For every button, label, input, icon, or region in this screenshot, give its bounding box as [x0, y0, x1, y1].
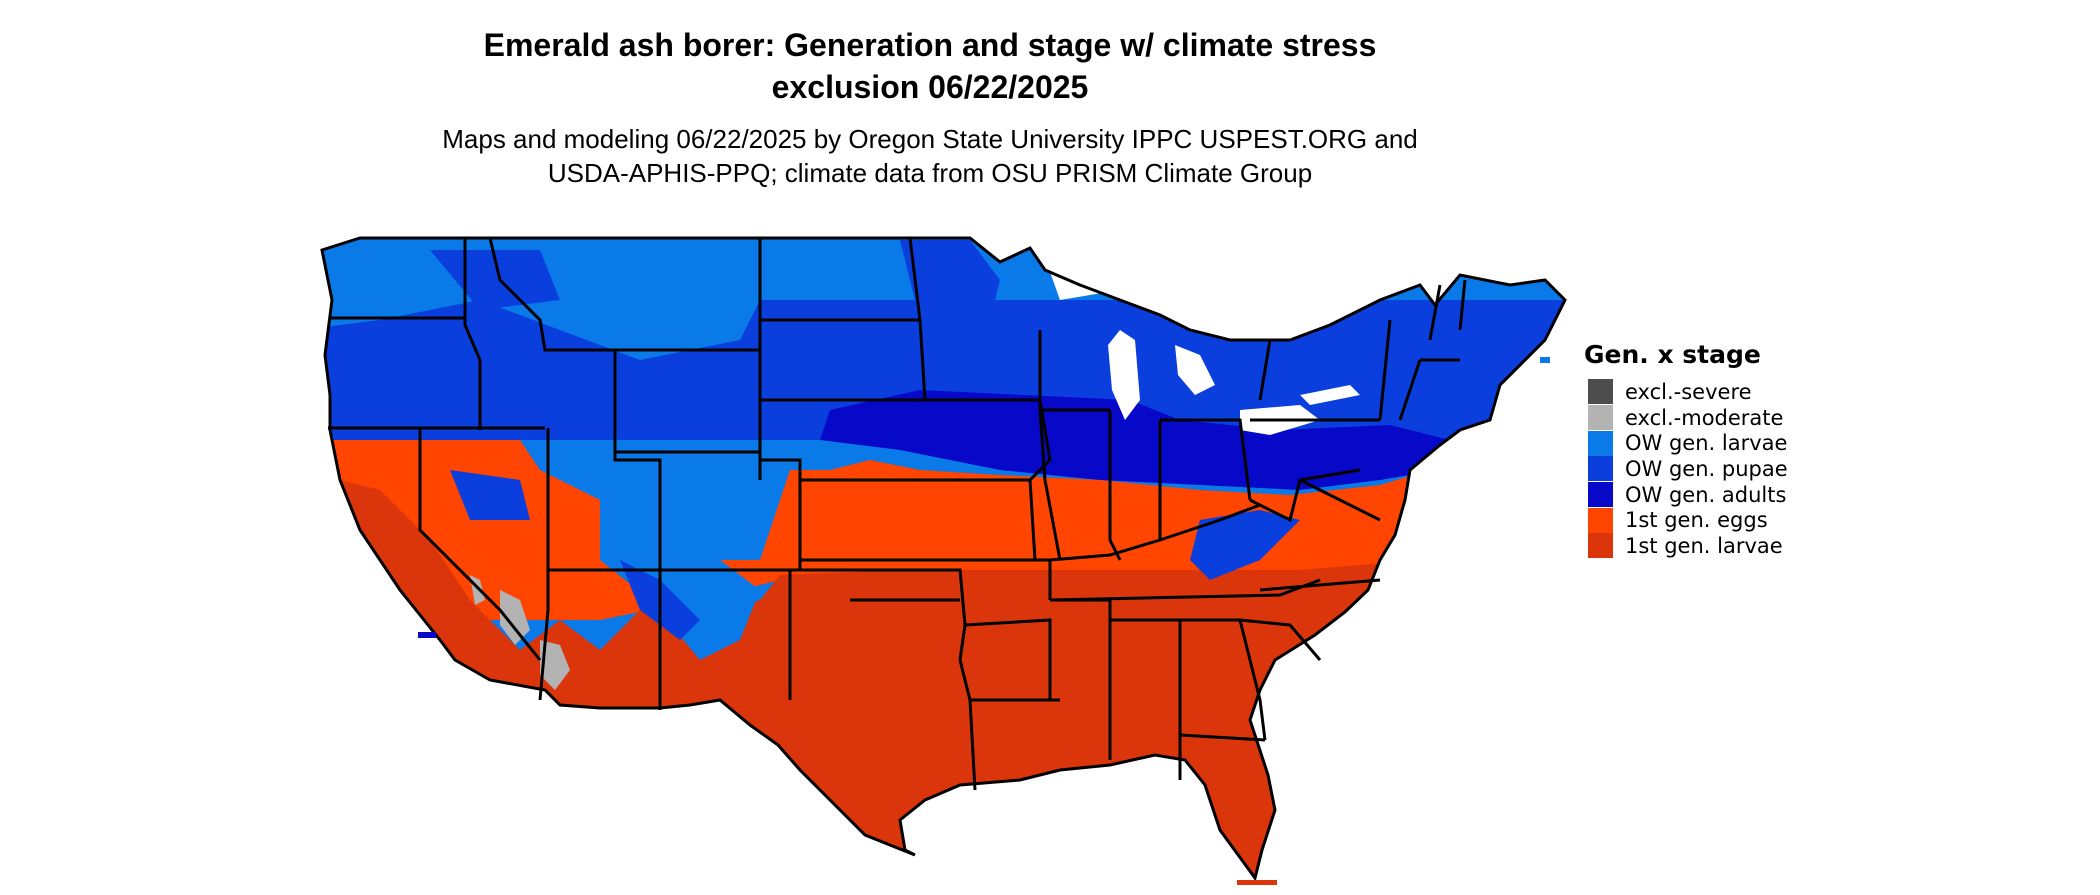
legend-label: excl.-severe: [1625, 379, 1752, 404]
legend-item: OW gen. adults: [1588, 482, 1788, 508]
legend-swatch: [1588, 430, 1613, 456]
legend-label: OW gen. adults: [1625, 482, 1787, 507]
legend-swatch: [1588, 482, 1613, 508]
legend-label: OW gen. larvae: [1625, 431, 1788, 456]
legend-item: 1st gen. eggs: [1588, 507, 1788, 533]
legend-title: Gen. x stage: [1584, 340, 1761, 369]
legend-label: 1st gen. larvae: [1625, 533, 1783, 558]
legend-item: excl.-severe: [1588, 379, 1788, 405]
legend-item: OW gen. pupae: [1588, 456, 1788, 482]
great-lakes: [1050, 268, 1360, 435]
map-title-line-1: Emerald ash borer: Generation and stage …: [483, 27, 1377, 63]
state-borders: [320, 236, 1567, 882]
legend-swatch: [1588, 379, 1613, 405]
legend-label: OW gen. pupae: [1625, 456, 1788, 481]
legend-swatch: [1588, 507, 1613, 533]
legend-swatch: [1588, 533, 1613, 559]
legend-item: 1st gen. larvae: [1588, 533, 1788, 559]
legend-label: excl.-moderate: [1625, 405, 1784, 430]
map-subtitle-line-2: USDA-APHIS-PPQ; climate data from OSU PR…: [547, 158, 1313, 188]
legend-label: 1st gen. eggs: [1625, 508, 1768, 533]
map-title-line-2: exclusion 06/22/2025: [771, 69, 1089, 105]
legend-items: excl.-severe excl.-moderate OW gen. larvae…: [1588, 379, 1788, 559]
map-legend: Gen. x stage excl.-severe excl.-moderate O…: [1584, 340, 1788, 559]
legend-item: OW gen. larvae: [1588, 430, 1788, 456]
legend-item: excl.-moderate: [1588, 405, 1788, 431]
legend-swatch: [1588, 405, 1613, 431]
coastal-islands: [418, 357, 1550, 885]
legend-swatch: [1588, 456, 1613, 482]
us-stage-map: [320, 236, 1567, 885]
map-subtitle-line-1: Maps and modeling 06/22/2025 by Oregon S…: [442, 124, 1418, 154]
